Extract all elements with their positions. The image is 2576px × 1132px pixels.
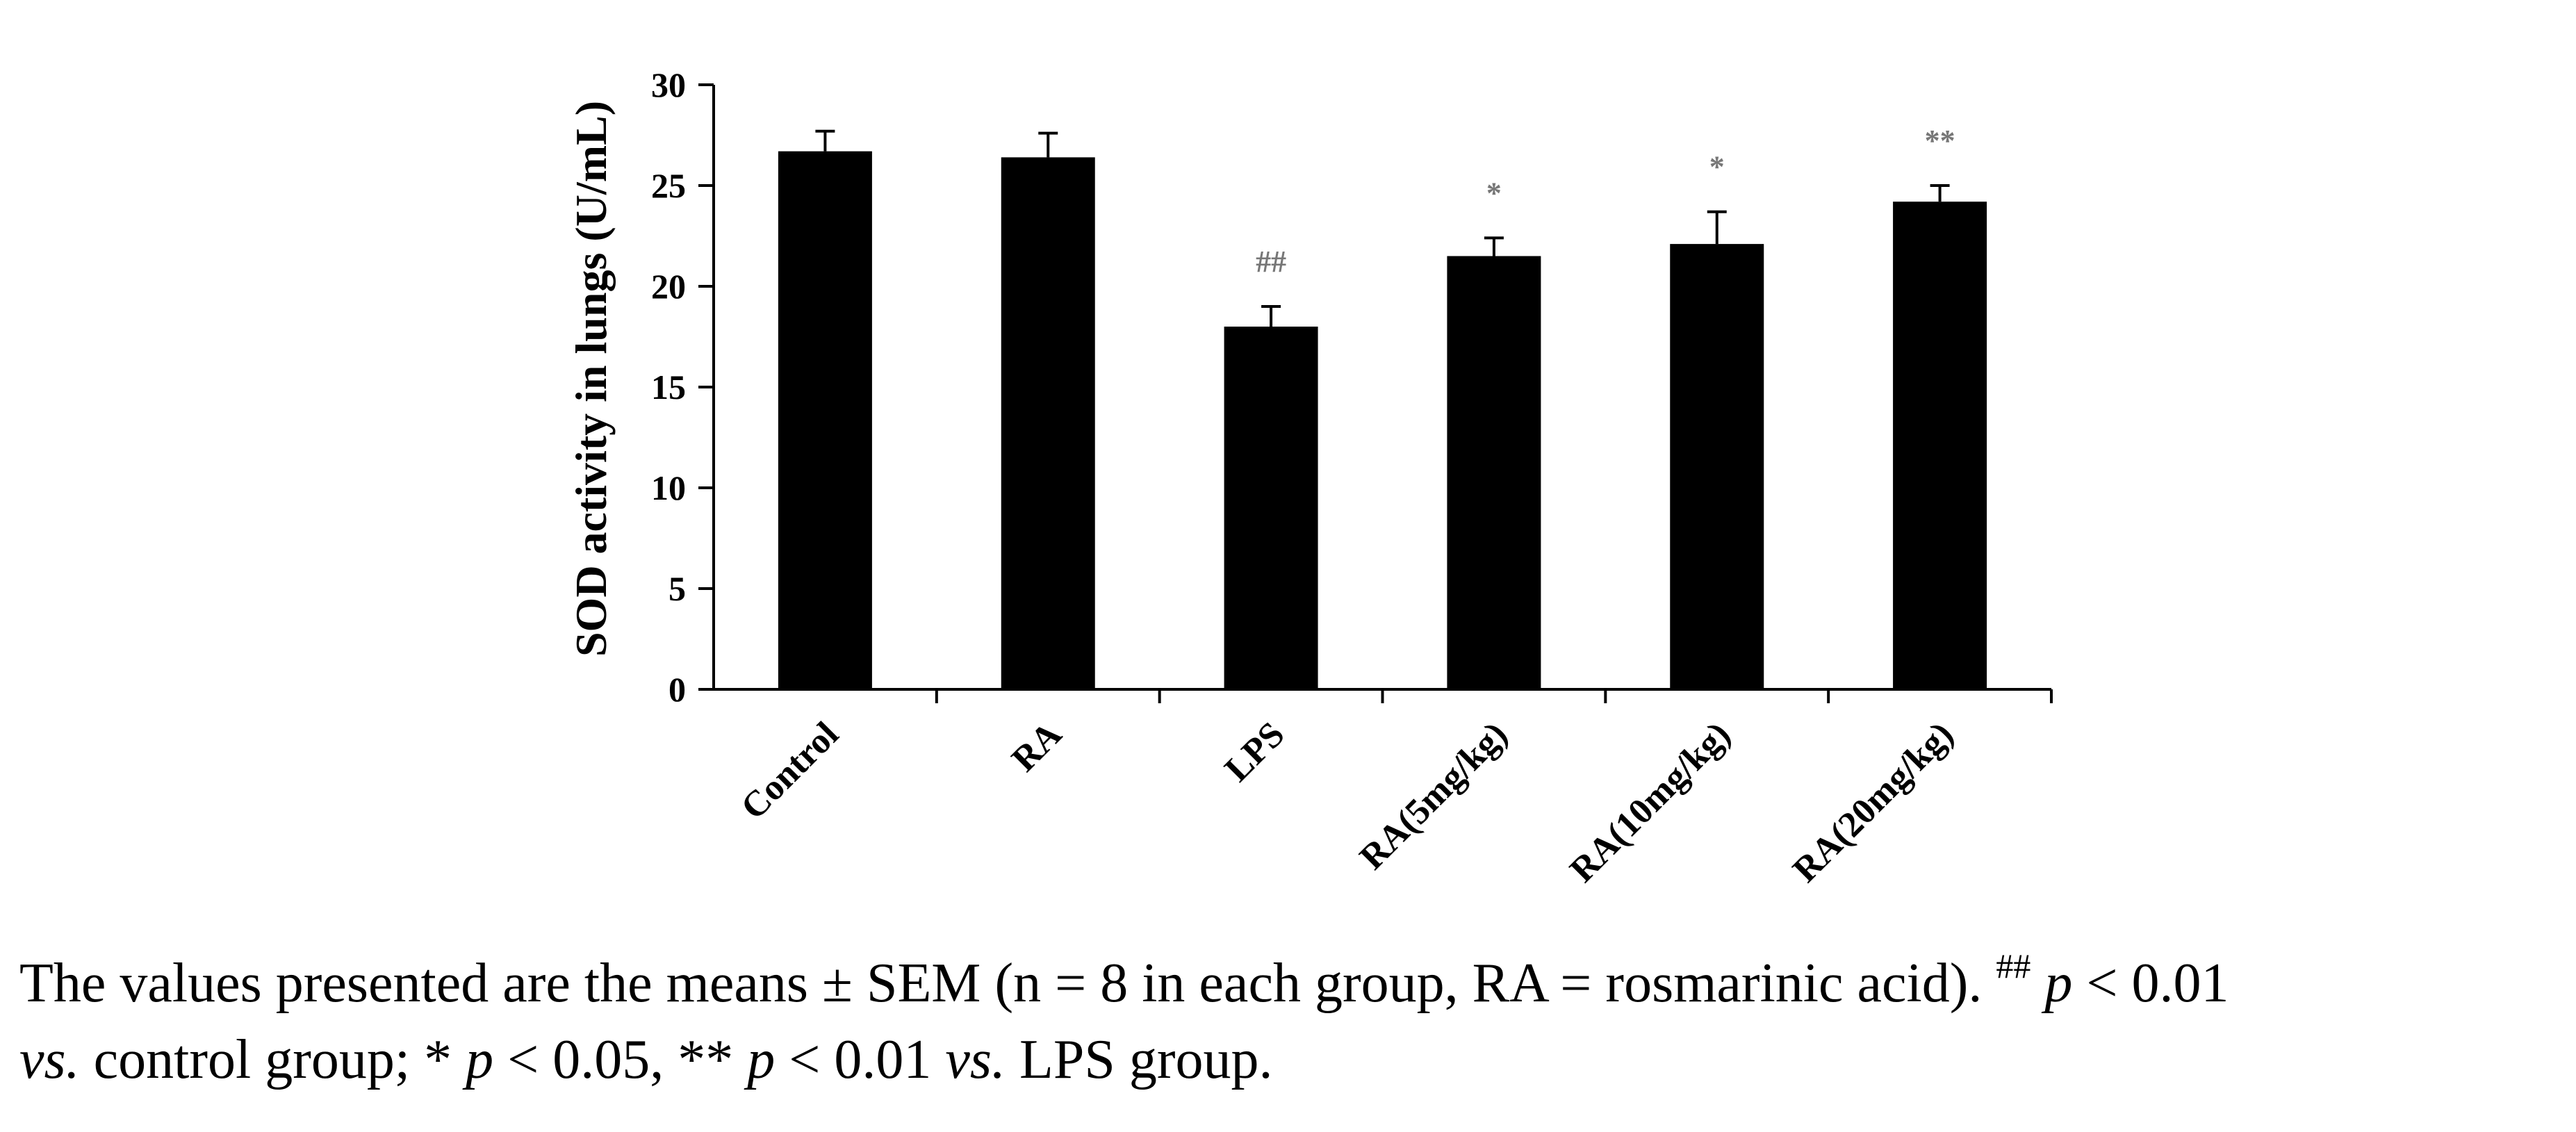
category-label: RA(10mg/kg) xyxy=(1562,714,1738,890)
caption-text: LPS group. xyxy=(1006,1029,1273,1090)
caption-text: The values presented are the means ± SEM… xyxy=(19,953,1996,1014)
caption-italic: p xyxy=(747,1029,776,1090)
caption-text xyxy=(2031,953,2044,1014)
significance-markers: ##**** xyxy=(1256,124,1955,279)
caption-italic: p xyxy=(466,1029,494,1090)
bar xyxy=(1893,202,1987,689)
significance-label: * xyxy=(1709,150,1725,184)
y-tick-label: 10 xyxy=(651,468,686,507)
bar xyxy=(1001,157,1095,689)
significance-label: ## xyxy=(1256,245,1286,279)
caption-text: < 0.01 xyxy=(2072,953,2229,1014)
category-label: RA(20mg/kg) xyxy=(1785,714,1961,890)
category-label: RA(5mg/kg) xyxy=(1352,714,1515,877)
y-axis-label: SOD activity in lungs (U/mL) xyxy=(566,101,616,657)
x-axis xyxy=(714,688,2053,703)
y-tick-label: 0 xyxy=(668,670,686,709)
caption-superscript: ## xyxy=(1996,946,2031,985)
y-tick-label: 15 xyxy=(651,368,686,407)
caption-italic: p xyxy=(2044,953,2073,1014)
category-labels: Control RA LPS RA(5mg/kg) RA(10mg/kg) RA(20mg… xyxy=(734,714,1961,890)
y-tick-label: 20 xyxy=(651,267,686,306)
significance-label: * xyxy=(1486,176,1502,210)
y-tick-label: 25 xyxy=(651,166,686,205)
error-bars xyxy=(815,129,1950,327)
bar xyxy=(1670,244,1764,690)
category-label: Control xyxy=(734,714,846,827)
bar xyxy=(1447,256,1541,689)
bar xyxy=(1224,327,1318,689)
significance-label: ** xyxy=(1925,124,1955,158)
category-label: LPS xyxy=(1217,714,1293,789)
caption-italic: vs. xyxy=(19,1029,80,1090)
bars xyxy=(778,151,1987,690)
chart: 0 5 10 15 20 25 30 ## * * ** Control RA LPS RA(5mg/k… xyxy=(566,65,2053,890)
category-label: RA xyxy=(1004,714,1069,780)
caption-text: < 0.05, ** xyxy=(493,1029,748,1090)
bar xyxy=(778,151,872,689)
y-axis: 0 5 10 15 20 25 30 xyxy=(651,65,715,709)
figure-caption: The values presented are the means ± SEM… xyxy=(19,945,2563,1098)
caption-italic: vs. xyxy=(945,1029,1006,1090)
caption-text: control group; * xyxy=(79,1029,466,1090)
y-tick-label: 30 xyxy=(651,65,686,104)
caption-text: < 0.01 xyxy=(775,1029,946,1090)
y-tick-label: 5 xyxy=(668,569,686,608)
